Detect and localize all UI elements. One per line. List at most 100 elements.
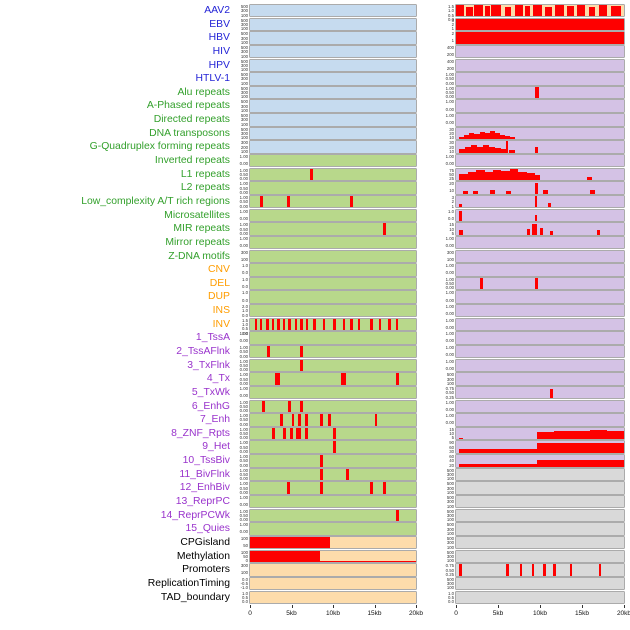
y-tick-label: 0.5: [242, 326, 248, 332]
track-row: TAD_boundary 1.0 0.5 0.0 1.0 0.5 0.0: [0, 591, 630, 605]
signal-mark: [298, 414, 302, 426]
track-panel-left: [250, 591, 416, 603]
y-tick-label: 0.0: [242, 312, 248, 318]
signal-mark: [465, 147, 472, 153]
y-tick-label: 1.5: [242, 317, 248, 323]
signal-mark: [588, 6, 596, 17]
y-tick-label: 30: [449, 449, 454, 455]
track-row: Alu repeats 500 300 100 1.00 0.50 0.00: [0, 86, 630, 100]
y-tick-label: 1.00: [239, 167, 248, 173]
track-row: EBV 500 300 100 3 2 1: [0, 18, 630, 32]
y-tick-label: 300: [240, 563, 248, 569]
signal-mark: [319, 482, 323, 494]
y-tick-label: 0.50: [239, 444, 248, 450]
y-axis-ticks: 1.00 0.50 0.00: [230, 468, 248, 482]
signal-mark: [506, 191, 512, 194]
y-axis-ticks: 500 300 100: [434, 372, 454, 385]
track-row: CPGisland 100 50 500 300 100: [0, 536, 630, 550]
signal-mark: [274, 373, 280, 385]
y-tick-label: 100: [240, 53, 248, 59]
y-axis-ticks: 300 100: [230, 250, 248, 262]
signal-mark: [323, 318, 326, 331]
signal-mark: [467, 171, 477, 181]
y-tick-label: 500: [240, 4, 248, 9]
track-row: Promoters 300 100 0.75 0.50 0.25: [0, 563, 630, 577]
y-tick-label: 300: [240, 131, 248, 137]
signal-mark: [526, 173, 535, 181]
track-panel-right: [456, 373, 624, 385]
signal-mark: [459, 203, 462, 208]
track-panel-left: [250, 523, 416, 535]
track-panel-right: [456, 414, 624, 426]
y-axis-ticks: 1.5 1.0 0.5 0.0: [230, 317, 248, 336]
track-label: Mirror repeats: [165, 236, 230, 248]
y-tick-label: 0.00: [239, 529, 248, 535]
y-tick-label: 2.0: [242, 304, 248, 310]
signal-mark: [534, 174, 540, 181]
track-label: 2_TssAFlnk: [176, 346, 230, 357]
x-tick: [456, 605, 457, 609]
signal-mark: [570, 564, 573, 576]
y-tick-label: 500: [240, 44, 248, 50]
signal-mark: [543, 189, 549, 194]
track-label: L1 repeats: [180, 168, 230, 180]
signal-mark: [286, 482, 290, 494]
y-tick-label: 1.00: [445, 290, 454, 296]
y-tick-label: 0.00: [239, 189, 248, 195]
y-axis-ticks: 2.0 1.0 0.0: [230, 304, 248, 318]
y-tick-label: 500: [240, 31, 248, 37]
track-panel-right: [456, 155, 624, 167]
track-row: 1_TssA 1.00 0.00 1.00 0.00: [0, 331, 630, 345]
track-panel-right: [456, 577, 624, 590]
x-tick: [498, 605, 499, 609]
y-tick-label: 0.50: [239, 403, 248, 409]
signal-mark: [519, 564, 522, 576]
track-panel-right: [456, 100, 624, 112]
signal-mark: [494, 148, 501, 153]
signal-mark: [459, 149, 466, 153]
track-panel-right: [456, 182, 624, 194]
signal-mark: [489, 190, 495, 194]
track-panel-left: [250, 482, 416, 494]
track-panel-right: [456, 427, 624, 440]
y-tick-label: 0.00: [445, 338, 454, 344]
y-axis-ticks: 1.00 0.00: [230, 154, 248, 166]
y-tick-label: 100: [446, 585, 454, 591]
y-tick-label: 0.50: [445, 567, 454, 573]
y-tick-label: 5: [451, 435, 454, 441]
signal-mark: [534, 277, 538, 290]
y-tick-label: 500: [446, 508, 454, 514]
track-panel-right: [456, 523, 624, 535]
y-axis-ticks: 1.0 0.0: [230, 263, 248, 275]
y-tick-label: 100: [446, 530, 454, 536]
y-tick-label: 1.00: [239, 426, 248, 432]
y-tick-label: 1.0: [242, 290, 248, 296]
y-tick-label: 100: [240, 535, 248, 541]
track-panel-left: [250, 318, 416, 331]
y-axis-ticks: 30 20 10: [434, 141, 454, 154]
y-axis-ticks: 500 300 100: [434, 495, 454, 508]
track-label: 12_EnhBiv: [179, 482, 230, 494]
track-row: A-Phased repeats 500 300 100 1.00 0.00: [0, 99, 630, 113]
signal-mark: [456, 32, 624, 44]
track-panel-right: [456, 45, 624, 58]
y-tick-label: 0.00: [239, 476, 248, 482]
y-tick-label: 300: [446, 553, 454, 559]
signal-mark: [553, 564, 556, 576]
track-panel-right: [456, 127, 624, 140]
signal-mark: [259, 195, 264, 208]
y-tick-label: 20: [449, 181, 454, 187]
y-tick-label: 0.50: [239, 199, 248, 205]
y-axis-ticks: 1.0 0.5 0.0: [230, 591, 248, 604]
track-panel-right: [456, 86, 624, 99]
y-tick-label: 500: [446, 467, 454, 473]
y-tick-label: 0.0: [448, 16, 454, 22]
signal-mark: [319, 455, 323, 467]
y-tick-label: 500: [240, 126, 248, 132]
y-tick-label: 400: [446, 44, 454, 50]
y-axis-ticks: 1.00 0.50 0.00: [434, 277, 454, 290]
signal-mark: [456, 5, 465, 17]
y-tick-label: 75: [449, 167, 454, 173]
